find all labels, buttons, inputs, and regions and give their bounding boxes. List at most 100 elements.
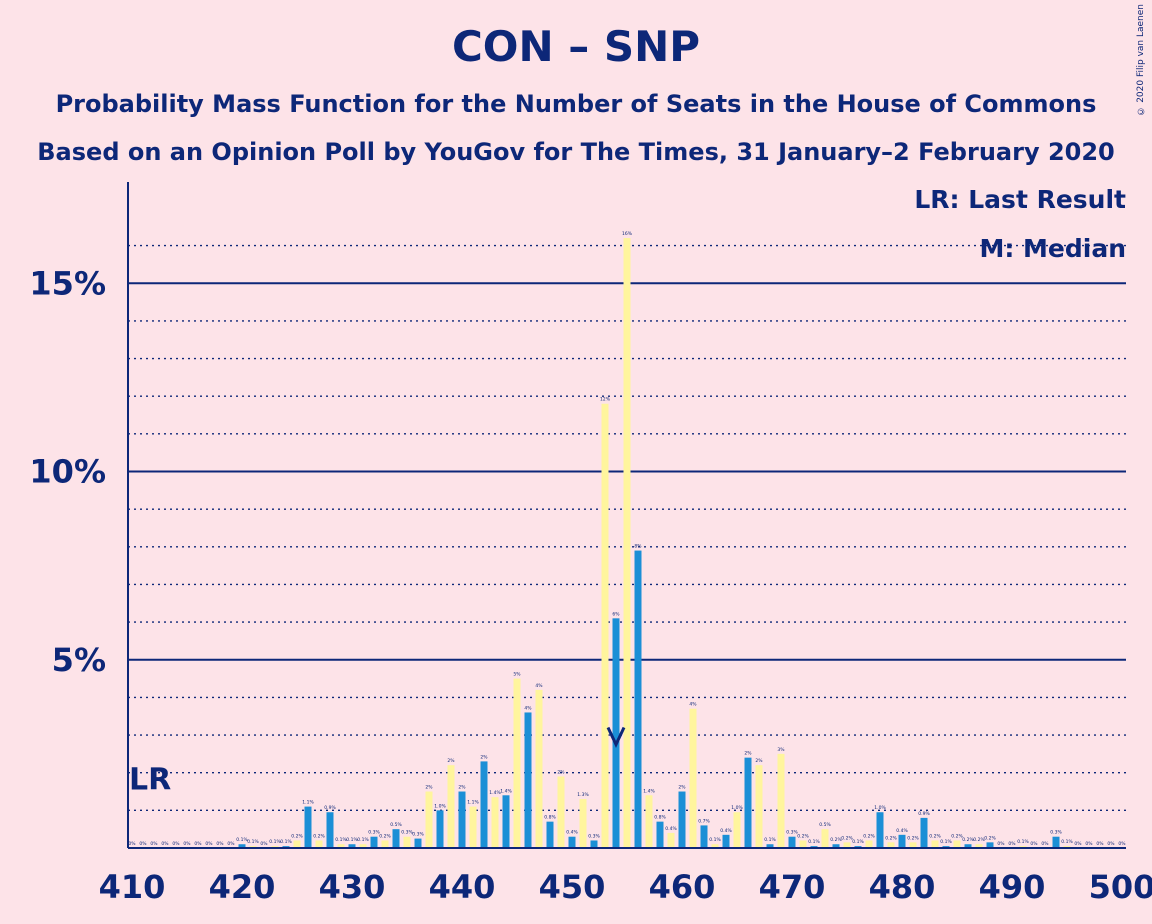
bar-value-label: 0.2% (313, 833, 325, 839)
x-tick-label: 420 (209, 868, 276, 906)
bar-seat-453 (601, 403, 609, 848)
bar-value-label: 0% (997, 841, 1005, 847)
x-tick-label: 410 (99, 868, 166, 906)
bar-seat-429 (337, 844, 345, 848)
copyright-notice: © 2020 Filip van Laenen (1136, 4, 1146, 116)
bar-value-label: 1.1% (467, 800, 479, 806)
bar-seat-434 (392, 829, 400, 848)
bar-value-label: 0.1% (709, 837, 721, 843)
bar-value-label: 4% (535, 683, 543, 689)
bar-value-label: 0.2% (984, 835, 996, 841)
bar-value-label: 0.8% (654, 815, 666, 821)
chart-subtitle: Probability Mass Function for the Number… (55, 90, 1097, 118)
bar-value-label: 0.2% (291, 833, 303, 839)
bar-value-label: 0.2% (797, 833, 809, 839)
bar-seat-466 (744, 757, 752, 848)
bar-value-label: 0.3% (401, 830, 413, 836)
bar-value-label: 0.9% (918, 811, 930, 817)
bar-value-label: 1.4% (643, 788, 655, 794)
bar-seat-439 (447, 765, 455, 848)
bar-seat-436 (414, 838, 422, 848)
bar-seat-471 (799, 840, 807, 848)
bar-value-label: 0.1% (280, 839, 292, 845)
bar-value-label: 2% (447, 758, 455, 764)
bar-value-label: 0.1% (247, 839, 259, 845)
bar-value-label: 0.4% (665, 826, 677, 832)
legend-median: M: Median (979, 234, 1126, 263)
bar-value-label: 0% (1107, 841, 1115, 847)
bar-seat-448 (546, 821, 554, 848)
bar-seat-449 (557, 776, 565, 848)
bar-value-label: 1.4% (489, 790, 501, 796)
bar-value-label: 0.5% (390, 822, 402, 828)
bar-value-label: 0.3% (368, 830, 380, 836)
bar-seat-452 (590, 840, 598, 848)
chart-subtitle-2: Based on an Opinion Poll by YouGov for T… (37, 138, 1115, 166)
bar-value-label: 0% (172, 841, 180, 847)
bar-value-label: 0% (139, 841, 147, 847)
bar-seat-462 (700, 825, 708, 848)
bar-seat-455 (623, 238, 631, 848)
bar-seat-442 (480, 761, 488, 848)
bar-seat-465 (733, 812, 741, 848)
bar-value-label: 0% (1008, 841, 1016, 847)
bar-value-label: 16% (622, 231, 633, 237)
x-tick-label: 430 (319, 868, 386, 906)
last-result-marker: LR (129, 763, 171, 798)
bar-value-label: 1.1% (302, 800, 314, 806)
bar-value-label: 0.3% (588, 833, 600, 839)
bar-seat-450 (568, 836, 576, 848)
bar-seat-467 (755, 765, 763, 848)
bar-value-label: 0.4% (720, 828, 732, 834)
bar-value-label: 0% (216, 841, 224, 847)
bar-value-label: 0.3% (786, 830, 798, 836)
bar-seat-463 (711, 844, 719, 848)
bar-seat-443 (491, 797, 499, 848)
bar-value-label: 0.2% (973, 837, 985, 843)
bar-seat-426 (304, 806, 312, 848)
bar-value-label: 0.2% (841, 835, 853, 841)
bar-value-label: 0.3% (412, 832, 424, 838)
median-marker (606, 726, 626, 748)
bar-value-label: 0.2% (962, 837, 974, 843)
bar-value-label: 0.1% (335, 837, 347, 843)
bar-value-label: 0% (150, 841, 158, 847)
bar-value-label: 0.1% (236, 837, 248, 843)
bar-seat-447 (535, 689, 543, 848)
bar-seat-433 (381, 840, 389, 848)
bar-value-label: 1.0% (434, 803, 446, 809)
bar-value-label: 0.5% (819, 822, 831, 828)
bar-seat-473 (821, 829, 829, 848)
x-tick-label: 460 (649, 868, 716, 906)
bar-value-label: 5% (513, 672, 521, 678)
bar-seat-438 (436, 810, 444, 848)
bar-value-label: 0.8% (544, 815, 556, 821)
bar-value-label: 0% (128, 841, 136, 847)
bar-seat-432 (370, 836, 378, 848)
bar-value-label: 0% (1085, 841, 1093, 847)
bar-seat-485 (953, 840, 961, 848)
bar-value-label: 0% (260, 841, 268, 847)
bar-value-label: 0.2% (863, 833, 875, 839)
bar-value-label: 2% (425, 785, 433, 791)
bar-seat-475 (843, 842, 851, 848)
bar-value-label: 0% (183, 841, 191, 847)
bar-value-label: 2% (678, 785, 686, 791)
bar-value-label: 1.0% (731, 805, 743, 811)
bar-seat-460 (678, 791, 686, 848)
bar-seat-494 (1052, 836, 1060, 848)
bar-value-label: 0.1% (852, 839, 864, 845)
bar-value-label: 0% (1030, 841, 1038, 847)
x-tick-label: 490 (979, 868, 1046, 906)
bar-value-label: 4% (689, 702, 697, 708)
bar-seat-486 (964, 844, 972, 848)
bar-value-label: 0% (227, 841, 235, 847)
bar-value-label: 4% (524, 705, 532, 711)
bar-seat-457 (645, 795, 653, 848)
bar-seat-459 (667, 832, 675, 848)
bar-seat-441 (469, 806, 477, 848)
bar-seat-435 (403, 836, 411, 848)
bar-value-label: 0% (1041, 841, 1049, 847)
bar-value-label: 0% (205, 841, 213, 847)
